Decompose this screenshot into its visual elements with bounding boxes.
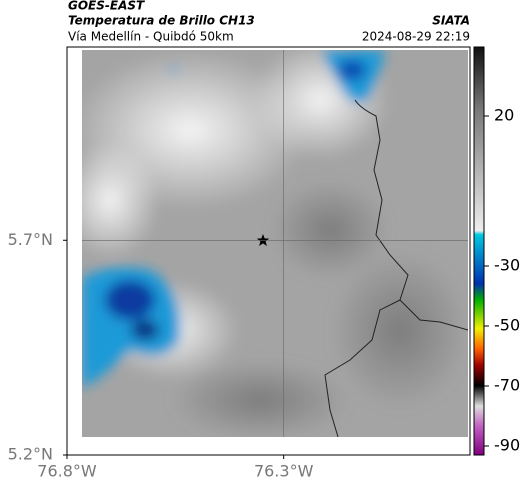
source: SIATA (432, 14, 470, 28)
lat-tick-label: 5.2°N (8, 445, 53, 464)
lon-tick-label: 76.8°W (37, 462, 97, 481)
satellite: GOES-EAST (68, 0, 145, 13)
colorbar-tick-label: -70 (494, 376, 520, 395)
colorbar-tick-label: -30 (494, 256, 520, 275)
title: Temperatura de Brillo CH13 (68, 14, 255, 28)
lon-tick-label: 76.3°W (254, 462, 314, 481)
colorbar-tick-label: -90 (494, 436, 520, 455)
brightness-image (82, 50, 468, 437)
colorbar (473, 46, 485, 456)
route: Vía Medellín - Quibdó 50km (68, 30, 234, 44)
colorbar-tick-label: 20 (494, 106, 514, 125)
lat-tick-label: 5.7°N (8, 230, 53, 249)
colorbar-tick-label: -50 (494, 316, 520, 335)
map-frame (66, 46, 471, 456)
datetime: 2024-08-29 22:19 (362, 30, 470, 44)
